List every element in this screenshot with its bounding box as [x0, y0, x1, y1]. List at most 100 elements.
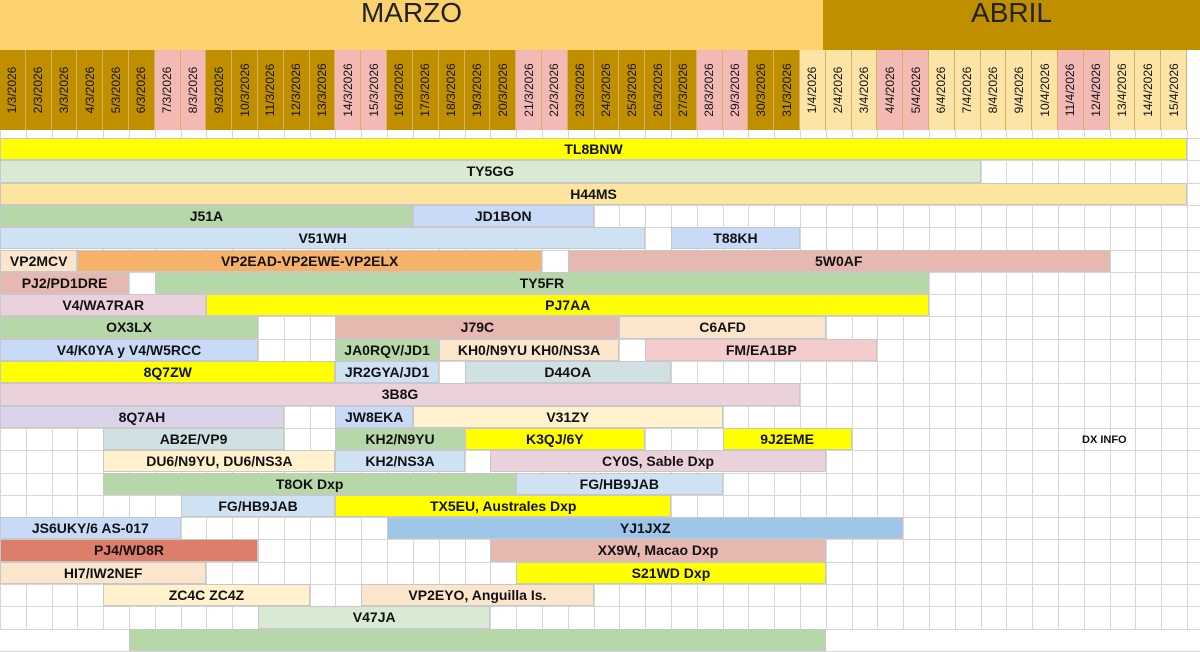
day-header-43: 12/4/2026 [1083, 50, 1110, 130]
activity-bar: JS6UKY/6 AS-017 [0, 517, 181, 540]
day-header-22: 22/3/2026 [541, 50, 568, 130]
day-header-28: 28/3/2026 [696, 50, 723, 130]
day-label: 5/3/2026 [108, 66, 123, 114]
grid-column-line [1006, 130, 1008, 630]
month-label: ABRIL [971, 0, 1052, 28]
day-header-12: 12/3/2026 [283, 50, 310, 130]
grid-column-line [748, 130, 750, 630]
day-label: 4/3/2026 [82, 66, 97, 114]
activity-bar: K3QJ/6Y [464, 427, 646, 451]
day-label: 15/3/2026 [366, 63, 381, 117]
day-header-4: 4/3/2026 [77, 50, 104, 130]
activity-bar: V51WH [0, 227, 646, 250]
day-header-6: 6/3/2026 [129, 50, 155, 130]
activity-bar: TX5EU, Australes Dxp [335, 494, 671, 518]
day-header-10: 10/3/2026 [232, 50, 259, 130]
activity-bar: ZC4C ZC4Z [103, 584, 310, 607]
activity-bar: TY5FR [154, 271, 930, 295]
day-label: 12/4/2026 [1089, 63, 1104, 117]
grid-column-line [1109, 130, 1111, 630]
activity-bar: PJ7AA [206, 294, 930, 317]
day-label: 29/3/2026 [727, 63, 742, 117]
activity-bar: T8OK Dxp [103, 472, 517, 495]
activity-bar: TY5GG [0, 160, 981, 183]
activity-bar: V4/K0YA y V4/W5RCC [0, 338, 259, 361]
grid-column-line [800, 130, 801, 630]
day-header-26: 26/3/2026 [645, 50, 671, 130]
grid-column-line [438, 130, 440, 630]
day-header-2: 2/3/2026 [25, 50, 52, 130]
activity-bar: 8Q7ZW [0, 361, 336, 384]
activity-bar: FG/HB9JAB [516, 472, 723, 495]
day-header-21: 21/3/2026 [516, 50, 542, 130]
grid-row-line [0, 606, 1200, 608]
day-label: 1/4/2026 [805, 66, 820, 114]
grid-column-line [1161, 130, 1163, 630]
day-label: 13/4/2026 [1115, 63, 1130, 117]
day-label: 3/3/2026 [57, 66, 71, 114]
activity-bar: CY0S, Sable Dxp [490, 450, 826, 473]
day-header-8: 8/3/2026 [180, 50, 207, 130]
day-header-44: 13/4/2026 [1109, 50, 1136, 130]
activity-bar: H44MS [0, 182, 1188, 205]
day-label: 6/4/2026 [934, 66, 949, 114]
activity-bar: KH0/N9YU KH0/NS3A [438, 338, 620, 361]
month-header-abril: ABRIL [823, 0, 1200, 50]
day-header-39: 8/4/2026 [980, 50, 1007, 130]
day-header-9: 9/3/2026 [206, 50, 233, 130]
day-header-38: 7/4/2026 [954, 50, 981, 130]
day-header-41: 10/4/2026 [1032, 50, 1059, 130]
activity-bar: C6AFD [619, 316, 826, 339]
grid-column-line [877, 130, 879, 630]
activity-bar: 3B8G [0, 383, 800, 406]
activity-bar: 9J2EME [722, 427, 852, 451]
day-header-37: 6/4/2026 [929, 50, 955, 130]
activity-bar: 8Q7AH [0, 405, 284, 428]
activity-bar: TL8BNW [0, 138, 1188, 161]
activity-bar: AB2E/VP9 [103, 427, 284, 451]
day-header-7: 7/3/2026 [154, 50, 181, 130]
day-label: 2/3/2026 [31, 66, 46, 114]
day-header-36: 5/4/2026 [903, 50, 930, 130]
day-label: 27/3/2026 [676, 63, 691, 117]
day-header-23: 23/3/2026 [567, 50, 594, 130]
activity-bar: J51A [0, 204, 413, 228]
day-label: 7/4/2026 [960, 66, 975, 114]
day-label: 5/4/2026 [908, 66, 923, 114]
day-label: 9/3/2026 [211, 66, 226, 114]
day-header-31: 31/3/2026 [774, 50, 800, 130]
grid-column-line [954, 130, 956, 630]
activity-bar: PJ2/PD1DRE [0, 271, 130, 295]
day-header-45: 14/4/2026 [1135, 50, 1162, 130]
day-label: 30/3/2026 [753, 63, 768, 117]
day-label: 17/3/2026 [418, 63, 433, 117]
day-label: 28/3/2026 [702, 63, 717, 117]
grid-column-line [696, 130, 698, 630]
activity-bar: JA0RQV/JD1 [335, 338, 439, 361]
day-header-42: 11/4/2026 [1058, 50, 1084, 130]
day-label: 24/3/2026 [598, 63, 613, 117]
day-label: 2/4/2026 [831, 66, 846, 114]
day-header-33: 2/4/2026 [825, 50, 852, 130]
dx-info-note: DX INFO [1082, 434, 1127, 446]
activity-bar: OX3LX [0, 316, 259, 339]
grid-column-line [774, 130, 776, 630]
month-label: MARZO [360, 0, 463, 28]
day-label: 10/4/2026 [1037, 63, 1052, 117]
grid-column-line [1187, 130, 1189, 630]
activity-bar: KH2/N9YU [335, 427, 465, 451]
day-label: 25/3/2026 [624, 63, 639, 117]
day-header-20: 20/3/2026 [490, 50, 517, 130]
day-label: 19/3/2026 [469, 63, 484, 117]
day-header-29: 29/3/2026 [722, 50, 749, 130]
day-label: 20/3/2026 [495, 63, 510, 117]
grid-column-line [980, 130, 982, 630]
day-header-5: 5/3/2026 [103, 50, 130, 130]
day-header-14: 14/3/2026 [335, 50, 362, 130]
day-label: 22/3/2026 [547, 63, 562, 117]
day-label: 23/3/2026 [573, 63, 588, 117]
day-label: 7/3/2026 [160, 66, 175, 114]
grid-column-line [670, 130, 672, 630]
day-header-27: 27/3/2026 [670, 50, 697, 130]
activity-bar: VP2EYO, Anguilla Is. [361, 584, 594, 607]
